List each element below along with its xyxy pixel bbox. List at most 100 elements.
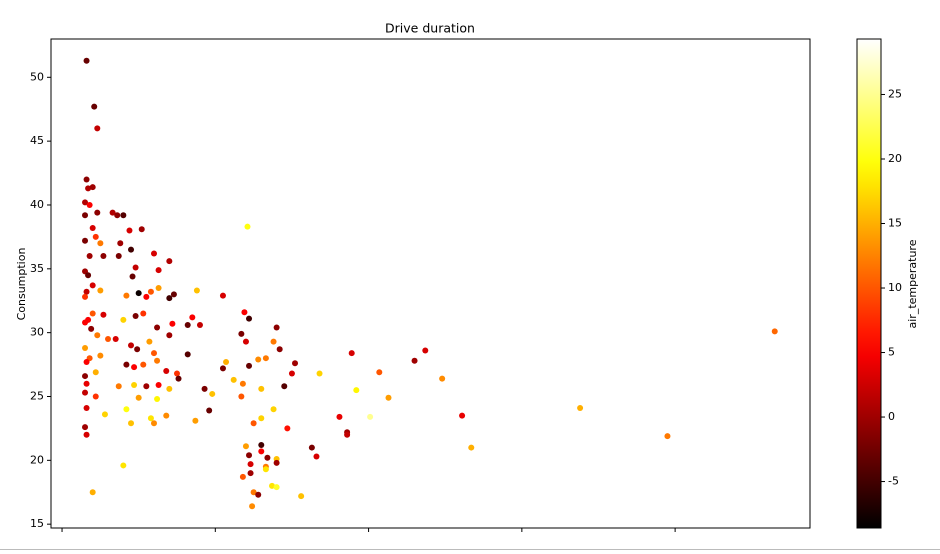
y-tick-label: 15: [30, 517, 44, 530]
point: [246, 452, 253, 459]
point: [230, 376, 237, 383]
point: [166, 385, 173, 392]
point: [85, 272, 92, 279]
point: [376, 369, 383, 376]
point: [143, 293, 150, 300]
y-tick-label: 25: [30, 389, 44, 402]
point: [189, 314, 196, 321]
point: [83, 359, 90, 366]
point: [239, 473, 246, 480]
point: [82, 319, 89, 326]
point: [150, 250, 157, 257]
point: [97, 240, 104, 247]
point: [83, 176, 90, 183]
colorbar-tick-label: 15: [888, 217, 902, 230]
point: [163, 367, 170, 374]
point: [123, 406, 130, 413]
point: [250, 420, 257, 427]
point: [85, 185, 92, 192]
point: [411, 357, 418, 364]
point: [112, 336, 119, 343]
point: [664, 433, 671, 440]
point: [128, 342, 135, 349]
point: [247, 470, 254, 477]
y-tick-label: 40: [30, 198, 44, 211]
point: [249, 503, 256, 510]
point: [459, 412, 466, 419]
point: [154, 324, 161, 331]
point: [100, 311, 107, 318]
point: [94, 332, 101, 339]
plot-frame: [50, 38, 811, 529]
point: [238, 393, 245, 400]
colorbar-label: air_temperature: [906, 239, 919, 328]
point: [140, 361, 147, 368]
point: [196, 321, 203, 328]
point: [89, 489, 96, 496]
point: [262, 355, 269, 362]
point: [123, 292, 130, 299]
point: [115, 383, 122, 390]
point: [258, 385, 265, 392]
point: [120, 316, 127, 323]
point: [97, 352, 104, 359]
y-axis-label: Consumption: [15, 248, 28, 321]
point: [246, 315, 253, 322]
point: [242, 338, 249, 345]
point: [129, 273, 136, 280]
point: [147, 288, 154, 295]
point: [247, 461, 254, 468]
point: [241, 309, 248, 316]
y-tick-label: 50: [30, 70, 44, 83]
point: [86, 253, 93, 260]
point: [150, 350, 157, 357]
point: [163, 412, 170, 419]
point: [82, 237, 89, 244]
point: [273, 324, 280, 331]
point: [89, 184, 96, 191]
point: [154, 396, 161, 403]
point: [239, 380, 246, 387]
point: [258, 415, 265, 422]
y-tick-label: 20: [30, 453, 44, 466]
point: [89, 224, 96, 231]
point: [439, 375, 446, 382]
colorbar-tick-label: 5: [888, 346, 895, 359]
point: [288, 370, 295, 377]
point: [170, 291, 177, 298]
point: [273, 459, 280, 466]
point: [117, 240, 124, 247]
point: [336, 413, 343, 420]
point: [308, 444, 315, 451]
point: [353, 387, 360, 394]
point: [219, 292, 226, 299]
point: [83, 404, 90, 411]
colorbar-tick-label: -5: [888, 475, 899, 488]
point: [276, 346, 283, 353]
point: [131, 382, 138, 389]
colorbar-tick-label: 10: [888, 281, 902, 294]
point: [140, 310, 147, 317]
colorbar-tick-label: 0: [888, 410, 895, 423]
point: [109, 209, 116, 216]
y-tick-label: 35: [30, 262, 44, 275]
point: [101, 411, 108, 418]
point: [348, 350, 355, 357]
point: [344, 431, 351, 438]
point: [91, 103, 98, 110]
point: [97, 287, 104, 294]
point: [82, 373, 89, 380]
point: [166, 258, 173, 265]
point: [273, 484, 280, 491]
point: [135, 290, 142, 297]
point: [219, 365, 226, 372]
colorbar-tick-label: 20: [888, 152, 902, 165]
point: [264, 454, 271, 461]
colorbar-tick-label: 25: [888, 87, 902, 100]
point: [281, 383, 288, 390]
point: [166, 295, 173, 302]
point: [192, 417, 199, 424]
point: [246, 362, 253, 369]
point: [83, 431, 90, 438]
